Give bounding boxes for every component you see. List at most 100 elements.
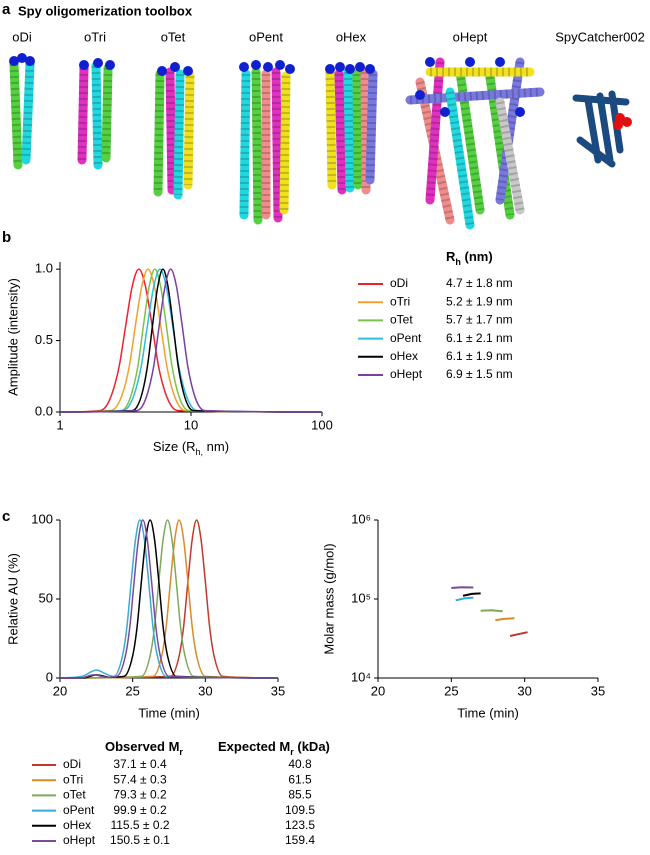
helix-stripe xyxy=(279,75,291,211)
header-part: r xyxy=(290,747,294,757)
y-tick-label: 10⁶ xyxy=(351,511,371,526)
table-header: Observed Mr xyxy=(105,739,183,757)
helix-stripe xyxy=(173,73,185,196)
y-axis-label: Molar mass (g/mol) xyxy=(321,543,336,654)
series-line xyxy=(59,268,323,413)
beta-strand xyxy=(572,94,630,106)
helix-stripe xyxy=(425,61,445,201)
toolbox-title: Spy oligomerization toolbox xyxy=(18,3,193,18)
series-line xyxy=(462,592,481,597)
series-line xyxy=(59,519,279,679)
helix-stripe xyxy=(251,71,263,221)
helix-stripe xyxy=(343,71,355,189)
y-axis-label: Relative AU (%) xyxy=(5,553,20,645)
helix-stripe xyxy=(9,63,23,166)
y-tick-label: 100 xyxy=(31,511,53,526)
x-tick-label: 35 xyxy=(271,683,285,698)
series-line xyxy=(59,268,323,413)
helix xyxy=(21,59,35,165)
x-tick-label: 100 xyxy=(311,417,333,432)
expected-mr: 61.5 xyxy=(288,772,312,786)
y-tick-label: 50 xyxy=(39,590,53,605)
label-part: nm) xyxy=(203,439,229,454)
expected-mr: 85.5 xyxy=(288,788,312,802)
x-axis-label: Time (min) xyxy=(457,705,519,720)
legend-label: oPent xyxy=(390,331,422,345)
x-tick-label: 10 xyxy=(184,417,198,432)
helix-stripe xyxy=(352,73,363,186)
x-tick-label: 1 xyxy=(56,417,63,432)
expected-mr: 40.8 xyxy=(288,757,312,771)
observed-mr: 79.3 ± 0.2 xyxy=(113,788,167,802)
label-part: Size (R xyxy=(153,439,196,454)
helix-stripe xyxy=(165,71,177,191)
legend-label: oHept xyxy=(390,367,423,381)
series-line xyxy=(59,268,323,413)
y-tick-label: 0.0 xyxy=(35,403,53,418)
panel-label: a xyxy=(2,1,11,18)
x-tick-label: 35 xyxy=(591,683,605,698)
beta-strand xyxy=(596,92,614,164)
table-name: oDi xyxy=(63,757,81,771)
tag-sphere xyxy=(335,62,345,72)
x-axis-label: Size (Rh, nm) xyxy=(153,439,229,457)
legend-label: oTri xyxy=(390,294,410,308)
helix-stripe xyxy=(21,63,35,161)
expected-mr: 123.5 xyxy=(285,818,315,832)
y-tick-label: 0 xyxy=(46,669,53,684)
structure-name: oDi xyxy=(12,29,32,44)
tag-sphere xyxy=(25,56,35,66)
y-tick-label: 1.0 xyxy=(35,261,53,276)
header-part: (kDa) xyxy=(294,739,330,754)
structures xyxy=(9,53,632,230)
series-line xyxy=(509,631,528,637)
tag-sphere xyxy=(79,60,89,70)
structure-name: oPent xyxy=(249,29,283,44)
legend-label: oTet xyxy=(390,313,413,327)
y-tick-label: 0.5 xyxy=(35,332,53,347)
series-line xyxy=(59,519,279,679)
tag-sphere xyxy=(105,60,115,70)
tag-sphere xyxy=(170,62,180,72)
series-line xyxy=(480,609,503,613)
helix xyxy=(405,87,545,105)
x-tick-label: 20 xyxy=(53,683,67,698)
tag-sphere xyxy=(425,57,435,67)
structure-name: oTri xyxy=(84,29,106,44)
helix xyxy=(325,67,337,190)
rh-value: 6.1 ± 2.1 nm xyxy=(446,331,513,345)
tag-sphere xyxy=(495,57,505,67)
x-tick-label: 30 xyxy=(198,683,212,698)
tag-sphere xyxy=(17,53,27,63)
helix xyxy=(485,72,515,220)
helix-stripe xyxy=(495,101,525,211)
header-part: Observed M xyxy=(105,739,179,754)
series-line xyxy=(59,268,323,413)
table-name: oHex xyxy=(63,818,91,832)
tag-sphere xyxy=(325,64,335,74)
panel-label: b xyxy=(2,229,11,246)
tag-sphere xyxy=(263,62,273,72)
y-tick-label: 10⁵ xyxy=(351,590,371,605)
helix-stripe xyxy=(153,73,165,193)
x-tick-label: 25 xyxy=(444,683,458,698)
observed-mr: 115.5 ± 0.2 xyxy=(110,818,169,832)
y-tick-label: 10⁴ xyxy=(351,669,371,684)
observed-mr: 37.1 ± 0.4 xyxy=(113,757,167,771)
panel-label: c xyxy=(2,508,10,525)
tag-sphere xyxy=(285,64,295,74)
structure-name: SpyCatcher002 xyxy=(555,29,645,44)
label-part: h, xyxy=(196,447,204,457)
x-tick-label: 25 xyxy=(125,683,139,698)
helix xyxy=(91,61,103,170)
y-axis-label: Amplitude (intensity) xyxy=(5,278,20,396)
helix xyxy=(101,63,113,163)
rh-value: 4.7 ± 1.8 nm xyxy=(446,276,513,290)
helix xyxy=(271,67,283,223)
helix xyxy=(495,57,525,205)
helix-stripe xyxy=(334,73,347,191)
label-part: h xyxy=(455,257,461,267)
tag-sphere xyxy=(239,62,249,72)
legend-label: oDi xyxy=(390,276,408,290)
